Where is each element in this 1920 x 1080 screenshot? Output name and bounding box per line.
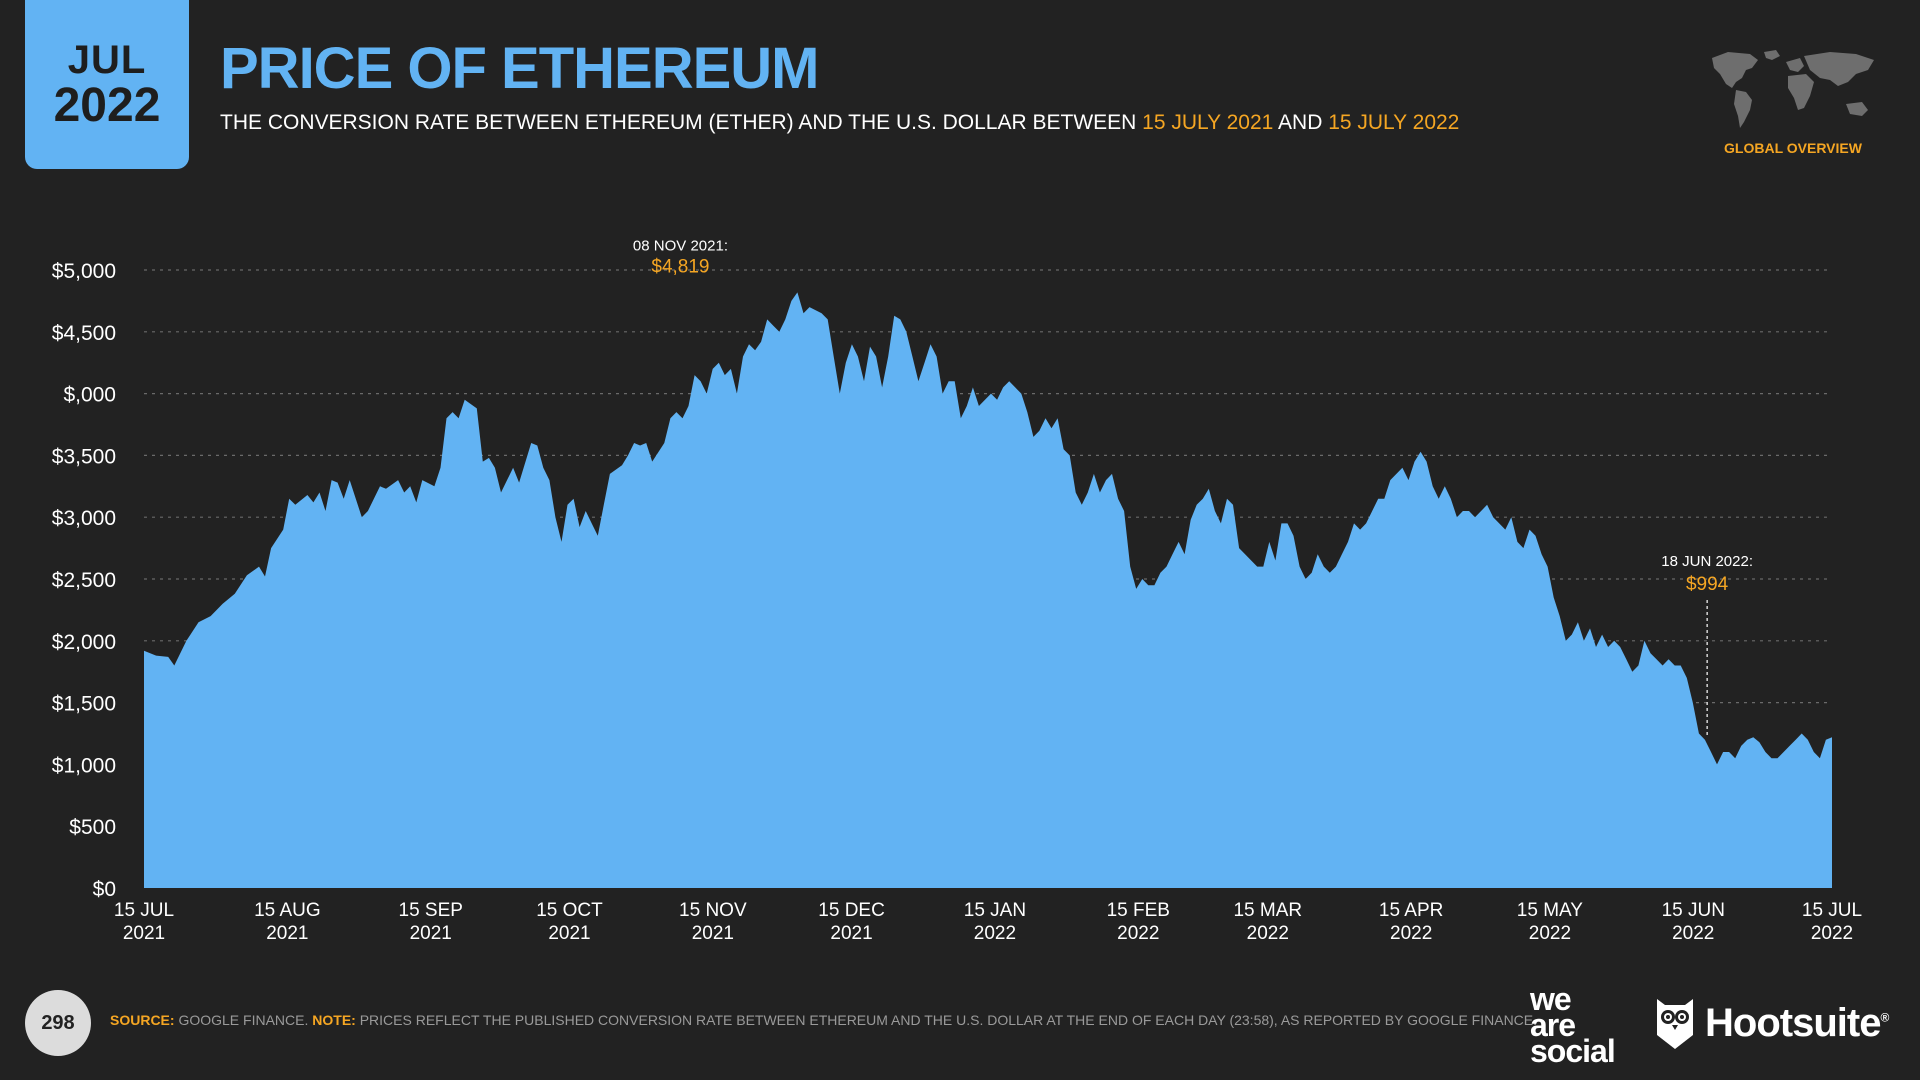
x-tick-year: 2022 [1390, 923, 1432, 944]
source-text: GOOGLE FINANCE. [174, 1012, 313, 1028]
y-tick-label: $,000 [63, 384, 116, 407]
annotation-date: 18 JUN 2022: [1661, 553, 1753, 570]
y-tick-label: $500 [69, 816, 116, 839]
annotation-value: $994 [1686, 574, 1729, 595]
x-tick-label: 15 SEP [399, 900, 463, 921]
y-tick-label: $3,500 [52, 445, 116, 468]
y-tick-label: $1,500 [52, 693, 116, 716]
annotation-date: 08 NOV 2021: [633, 237, 728, 254]
hootsuite-name: Hootsuite [1705, 1000, 1881, 1045]
world-map-icon [1712, 50, 1874, 128]
subtitle: THE CONVERSION RATE BETWEEN ETHEREUM (ET… [220, 111, 1459, 135]
note-key: NOTE: [312, 1012, 356, 1028]
x-tick-label: 15 MAY [1517, 900, 1584, 921]
y-tick-label: $3,000 [52, 507, 116, 530]
x-tick-label: 15 JAN [964, 900, 1026, 921]
note-text: PRICES REFLECT THE PUBLISHED CONVERSION … [355, 1012, 1538, 1028]
x-tick-label: 15 JUL [114, 900, 174, 921]
subtitle-start-date: 15 JULY 2021 [1142, 111, 1274, 134]
y-tick-label: $0 [93, 878, 116, 901]
y-tick-label: $4,500 [52, 322, 116, 345]
region-label: GLOBAL OVERVIEW [1724, 140, 1862, 156]
x-tick-label: 15 DEC [818, 900, 885, 921]
x-tick-year: 2021 [830, 923, 872, 944]
y-axis-labels: $0 $500 $1,000 $1,500 $2,000 $2,500 $3,000 $3,5… [52, 260, 116, 901]
source-key: SOURCE: [110, 1012, 175, 1028]
price-chart: $0 $500 $1,000 $1,500 $2,000 $2,500 $3,000 $3,5… [52, 237, 1862, 944]
x-tick-label: 15 JUL [1802, 900, 1862, 921]
x-tick-label: 15 JUN [1662, 900, 1725, 921]
x-tick-year: 2022 [1811, 923, 1853, 944]
x-tick-label: 15 AUG [254, 900, 321, 921]
page-title: PRICE OF ETHEREUM [220, 36, 819, 101]
hootsuite-logo: Hootsuite® [1655, 995, 1889, 1051]
x-tick-label: 15 OCT [536, 900, 603, 921]
x-tick-label: 15 MAR [1233, 900, 1302, 921]
x-tick-year: 2022 [1529, 923, 1571, 944]
page-number: 298 [25, 990, 91, 1056]
logo-line-2: are [1530, 1007, 1576, 1044]
x-tick-year: 2021 [410, 923, 452, 944]
x-tick-label: 15 NOV [679, 900, 747, 921]
source-note: SOURCE: GOOGLE FINANCE. NOTE: PRICES REF… [110, 1012, 1537, 1028]
subtitle-prefix: THE CONVERSION RATE BETWEEN ETHEREUM (ET… [220, 111, 1143, 134]
y-tick-label: $2,500 [52, 569, 116, 592]
badge-year: 2022 [53, 78, 161, 132]
owl-icon [1657, 999, 1693, 1049]
x-tick-year: 2022 [1672, 923, 1714, 944]
hootsuite-wordmark: Hootsuite® [1705, 1000, 1889, 1045]
price-area [144, 292, 1832, 888]
x-tick-label: 15 APR [1379, 900, 1443, 921]
subtitle-end-date: 15 JULY 2022 [1328, 111, 1460, 134]
we-are-social-logo: we are social [1530, 981, 1616, 1070]
x-tick-year: 2021 [266, 923, 308, 944]
x-tick-year: 2021 [123, 923, 165, 944]
date-badge: JUL 2022 [25, 0, 189, 169]
x-tick-year: 2022 [974, 923, 1016, 944]
x-tick-year: 2022 [1117, 923, 1159, 944]
annotation-value: $4,819 [651, 256, 709, 277]
logo-line-1: we [1530, 981, 1572, 1017]
annotations: 08 NOV 2021: $4,819 18 JUN 2022: $994 [633, 237, 1753, 735]
x-tick-year: 2021 [548, 923, 590, 944]
y-tick-label: $5,000 [52, 260, 116, 283]
logo-line-3: social [1530, 1033, 1616, 1070]
y-tick-label: $2,000 [52, 631, 116, 654]
x-tick-year: 2022 [1247, 923, 1289, 944]
badge-month: JUL [67, 37, 147, 82]
x-tick-label: 15 FEB [1107, 900, 1170, 921]
y-tick-label: $1,000 [52, 754, 116, 777]
subtitle-connector: AND [1273, 111, 1329, 134]
x-tick-year: 2021 [692, 923, 734, 944]
